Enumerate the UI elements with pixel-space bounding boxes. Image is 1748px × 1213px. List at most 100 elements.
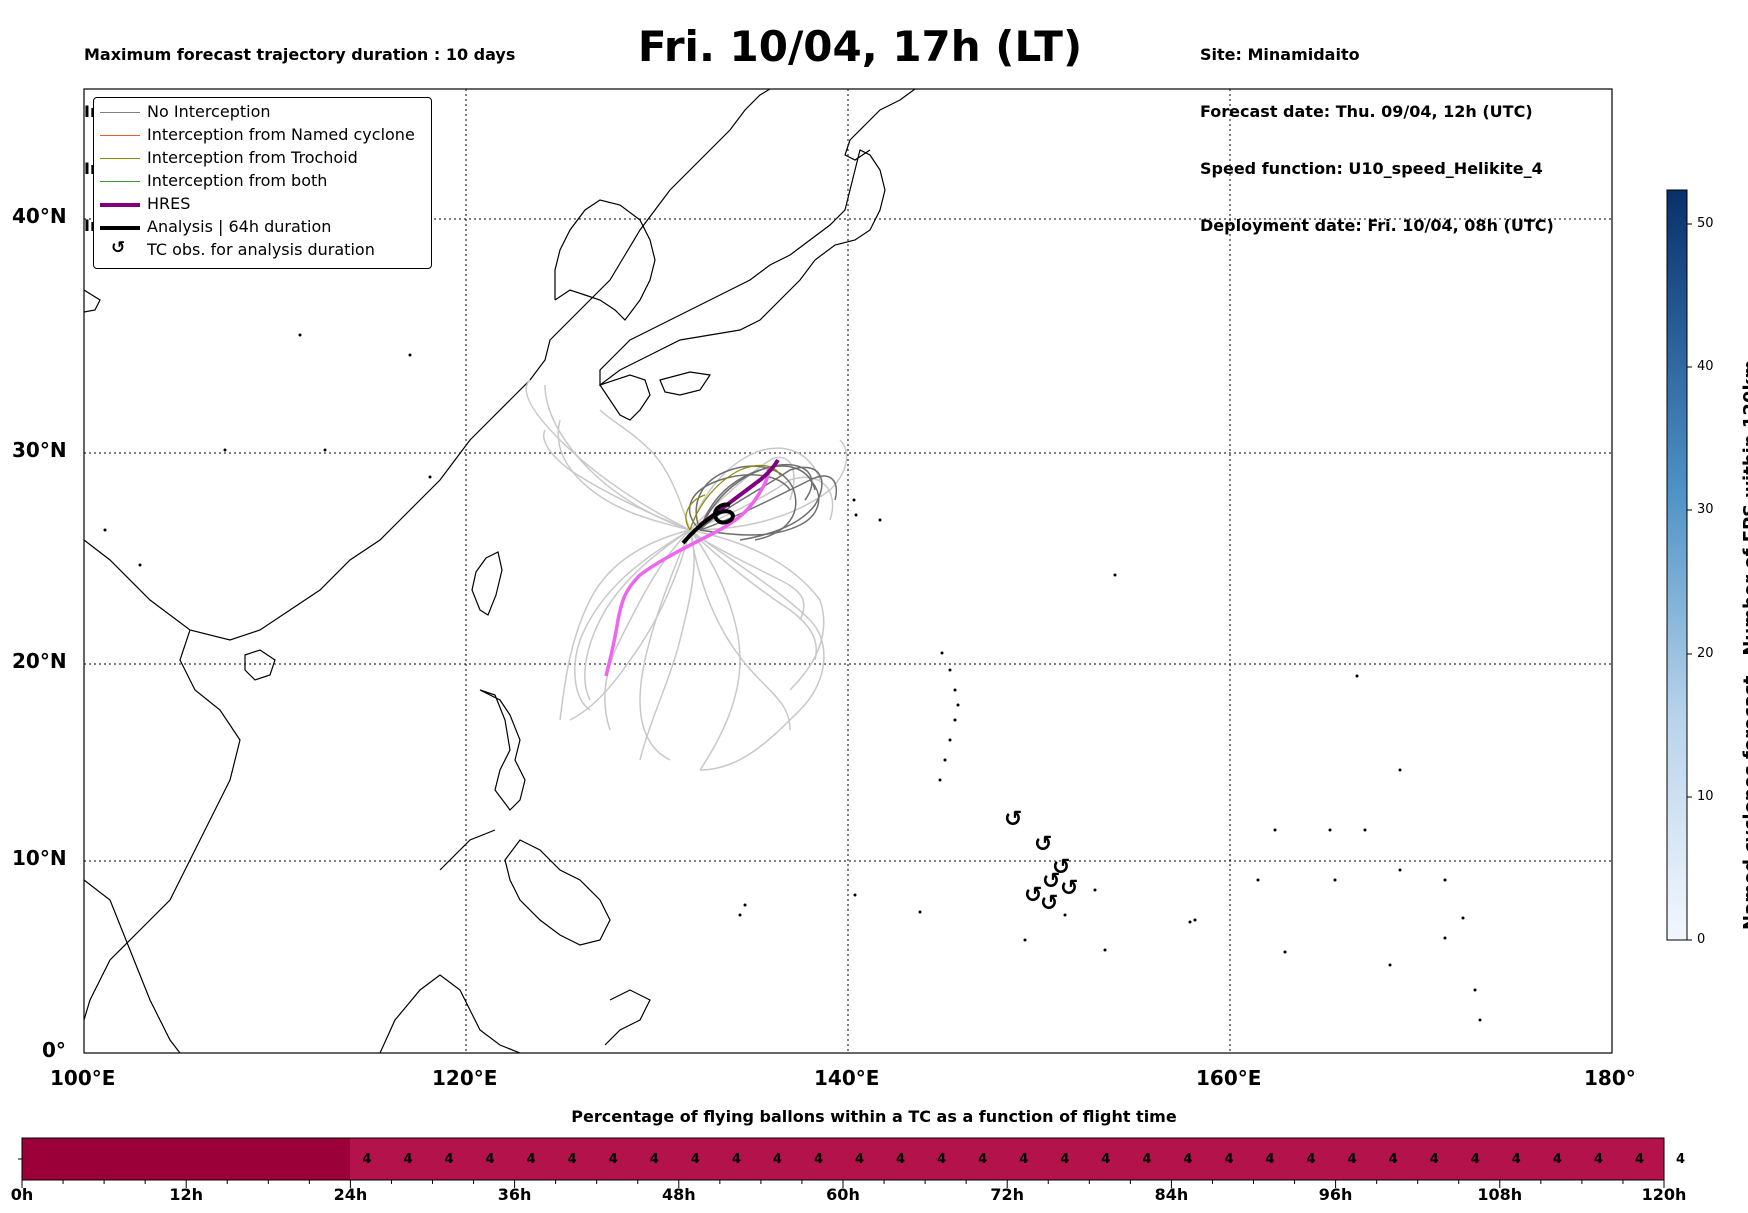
eps-trajectories [525,379,848,771]
cell-value: 4 [1675,1152,1686,1167]
bottom-tick-marks [21,1180,1665,1188]
lon-label-100: 100°E [50,1066,116,1090]
legend-item-no-interception: No Interception [94,102,431,122]
lat-label-0: 0° [42,1038,66,1062]
lon-label-140: 140°E [814,1066,880,1090]
time-label: 96h [1318,1185,1353,1204]
coastlines [84,89,916,1053]
colorbar-tick-10: 10 [1697,789,1714,804]
legend-label: Analysis | 64h duration [147,217,332,236]
cell-value: 4 [813,1152,823,1167]
cell-value: 4 [362,1152,372,1167]
cell-value: 4 [772,1152,782,1167]
cell-value: 4 [1265,1152,1275,1167]
coast-kyushu [599,374,651,421]
legend-item-named-cyclone: Interception from Named cyclone [94,125,431,145]
coast-sulawesi [604,989,651,1046]
cell-value: 4 [608,1152,618,1167]
legend-label: Interception from Named cyclone [147,125,415,144]
cell-value: 4 [978,1152,988,1167]
coast-philippines-south [439,829,611,946]
cell-value: 4 [403,1152,413,1167]
lat-label-20: 20°N [12,649,67,673]
coast-south-china [84,629,241,1053]
cell-value: 4 [1101,1152,1111,1167]
time-label: 72h [990,1185,1025,1204]
header-site: Site: Minamidaito [1200,45,1360,64]
cell-value: 4 [1388,1152,1398,1167]
colorbar-tick-marks [1687,223,1692,941]
time-label: 24h [333,1185,368,1204]
time-label: 108h [1477,1185,1523,1204]
legend-label: TC obs. for analysis duration [147,240,375,259]
cell-value: 4 [1634,1152,1644,1167]
cell-value: 4 [690,1152,700,1167]
legend-item-analysis: Analysis | 64h duration [94,217,431,237]
cell-value: 4 [1552,1152,1562,1167]
legend-label: HRES [147,194,191,213]
cell-value: 4 [896,1152,906,1167]
legend-item-hres: HRES [94,194,431,214]
both-swatch [100,181,140,182]
coast-hainan [244,649,276,681]
cell-value: 4 [1593,1152,1603,1167]
coast-asia-mainland [84,89,771,641]
lat-label-40: 40°N [12,204,67,228]
legend-item-both: Interception from both [94,171,431,191]
cell-value: 4 [1142,1152,1152,1167]
legend-label: Interception from Trochoid [147,148,358,167]
time-label: 12h [169,1185,204,1204]
cell-value: 4 [485,1152,495,1167]
map-legend: No Interception Interception from Named … [93,97,432,269]
bottom-chart-title: Percentage of flying ballons within a TC… [571,1107,1177,1126]
colorbar-tick-50: 50 [1697,216,1714,231]
cell-value: 4 [1183,1152,1193,1167]
cell-value: 4 [731,1152,741,1167]
cell-value: 4 [567,1152,577,1167]
bottom-bar [18,1137,1665,1181]
legend-label: No Interception [147,102,271,121]
map-frame [83,88,1613,1054]
tc-obs-6: ↺ [1024,883,1042,908]
cell-value: 4 [649,1152,659,1167]
cyclone-symbol-icon: ↺ [111,238,126,258]
header-deployment-date: Deployment date: Fri. 10/04, 08h (UTC) [1200,216,1554,235]
cell-value: 4 [1511,1152,1521,1167]
analysis-swatch [100,226,140,230]
coast-korea [554,199,656,321]
trochoid-swatch [100,158,140,159]
colorbar-title: Named cyclones forecast - Number of EPS … [1740,359,1748,930]
tc-obs-4: ↺ [1042,869,1060,894]
coast-borneo [379,974,521,1053]
cell-value: 4 [937,1152,947,1167]
time-label: 60h [826,1185,860,1204]
tc-observations: ↺ ↺ ↺ ↺ ↺ ↺ ↺ [1004,807,1078,916]
colorbar-tick-40: 40 [1697,359,1714,374]
cell-value: 4 [1429,1152,1439,1167]
named-cyclone-swatch [100,135,140,136]
legend-item-trochoid: Interception from Trochoid [94,148,431,168]
lat-label-10: 10°N [12,846,67,870]
lon-label-180: 180° [1584,1066,1636,1090]
lon-label-160: 160°E [1196,1066,1262,1090]
legend-label: Interception from both [147,171,328,190]
time-label: 48h [661,1185,696,1204]
grid-lines [84,89,1612,1053]
coast-philippines-luzon [479,689,526,811]
coast-taiwan [471,551,503,616]
cell-value: 4 [1224,1152,1234,1167]
hres-swatch [100,203,140,207]
lat-label-30: 30°N [12,438,67,462]
lon-label-120: 120°E [432,1066,498,1090]
time-label: 84h [1154,1185,1189,1204]
tc-obs-5: ↺ [1060,876,1078,901]
time-label: 0h [10,1185,34,1204]
header-duration: Maximum forecast trajectory duration : 1… [84,45,516,64]
colorbar-tick-30: 30 [1697,502,1714,517]
header-speed-function: Speed function: U10_speed_Helikite_4 [1200,159,1543,178]
cell-value: 4 [1470,1152,1480,1167]
map-title: Fri. 10/04, 17h (LT) [637,22,1083,71]
header-right: Site: Minamidaito Forecast date: Thu. 09… [1200,7,1554,254]
time-label: 36h [497,1185,532,1204]
